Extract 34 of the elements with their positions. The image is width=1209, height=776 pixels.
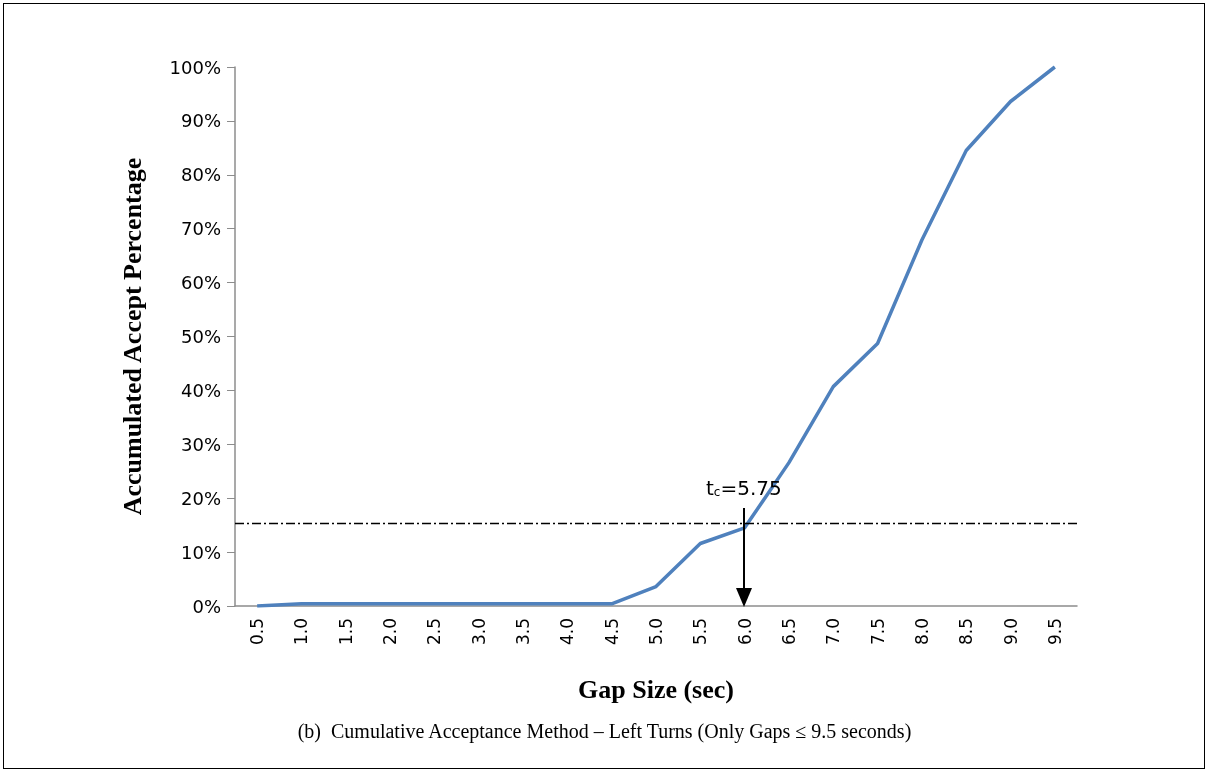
x-tick-label: 6.5 — [778, 618, 799, 646]
x-tick-label: 8.0 — [911, 618, 932, 646]
y-tick-label: 20% — [180, 487, 221, 509]
y-tick-label: 0% — [192, 595, 221, 617]
x-tick-label: 9.5 — [1044, 618, 1065, 646]
x-tick-label: 3.5 — [513, 618, 534, 646]
y-tick-label: 80% — [180, 164, 221, 186]
text: (b) Cumulative Acceptance Method – Left Turns (Only Gaps ≤ 9.5 seconds) — [297, 720, 912, 743]
y-tick-label: 50% — [180, 326, 221, 347]
x-tick-label: 5.5 — [690, 618, 711, 646]
x-tick-label: 1.5 — [335, 618, 356, 646]
y-tick-label: 30% — [180, 433, 221, 455]
y-tick-label: 40% — [180, 379, 221, 401]
line-series — [255, 65, 1057, 608]
x-tick-label: 5.0 — [646, 618, 666, 646]
x-tick-label: 2.0 — [380, 618, 401, 646]
x-tick-label: 3.0 — [468, 618, 489, 646]
x-tick-label: 9.0 — [1000, 618, 1021, 646]
x-tick-label: 7.0 — [823, 618, 844, 646]
y-tick-label: 70% — [180, 218, 221, 240]
x-tick-label: 6.0 — [734, 618, 755, 646]
x-tick-label: 4.0 — [557, 618, 578, 646]
x-tick-label: 2.5 — [424, 618, 445, 646]
y-axis-title: Accumulated Accept Percentage — [117, 157, 147, 516]
x-tick-label: 7.5 — [867, 618, 888, 646]
x-tick-label: 4.5 — [601, 618, 622, 646]
y-tick-label: 10% — [180, 541, 221, 563]
x-axis-title: Gap Size (sec) — [578, 674, 734, 704]
y-tick-label: 100% — [169, 56, 221, 78]
y-tick-label: 90% — [180, 110, 221, 132]
x-tick-label: 0.5 — [247, 618, 268, 646]
x-tick-label: 8.5 — [956, 618, 977, 646]
x-tick-label: 1.0 — [291, 618, 312, 646]
y-tick-label: 60% — [180, 272, 221, 294]
